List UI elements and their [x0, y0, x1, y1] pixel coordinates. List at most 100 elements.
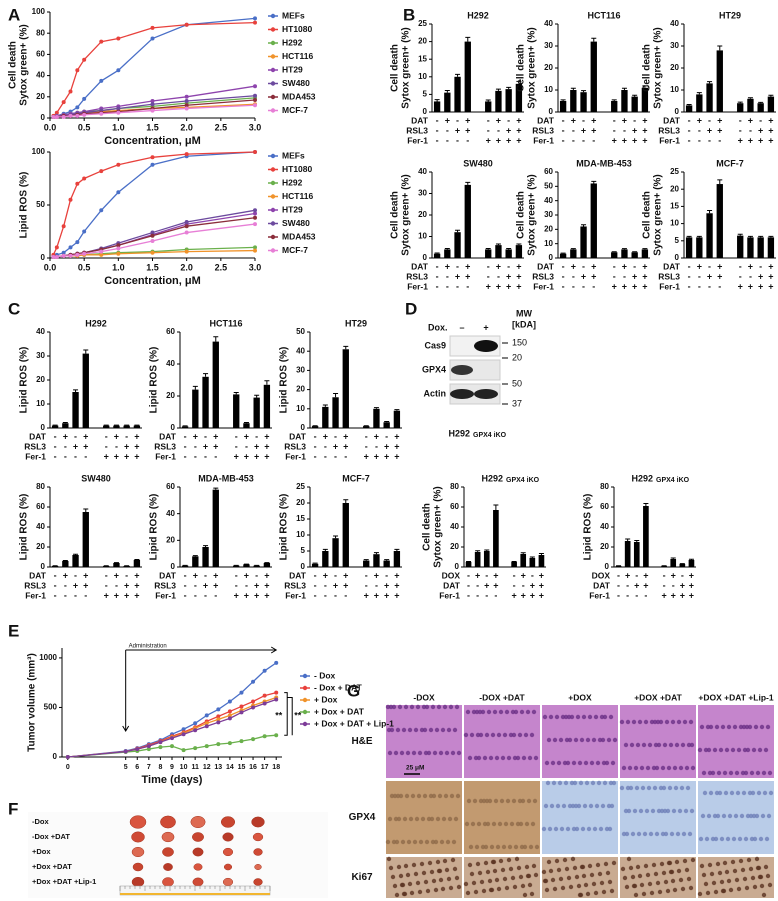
nucleus — [498, 858, 504, 864]
nucleus — [493, 798, 499, 804]
bar — [590, 183, 597, 258]
tumor — [192, 832, 204, 842]
condition-sign: + — [203, 441, 208, 451]
condition-sign: + — [343, 570, 348, 580]
condition-sign: + — [539, 580, 544, 590]
nucleus — [754, 856, 760, 862]
bar — [716, 184, 723, 258]
error-bar — [591, 37, 597, 42]
legend-marker — [270, 40, 276, 46]
bar — [192, 389, 199, 428]
error-bar — [484, 549, 490, 551]
nucleus — [577, 760, 583, 766]
nucleus — [513, 844, 519, 850]
condition-sign: - — [314, 590, 317, 600]
nucleus — [651, 862, 657, 868]
nucleus — [687, 831, 693, 837]
condition-sign: - — [623, 271, 626, 281]
condition-label: Fer-1 — [533, 281, 554, 291]
condition-sign: - — [562, 125, 565, 135]
row-label: Ki67 — [351, 872, 373, 883]
nucleus — [473, 755, 479, 761]
nucleus — [608, 714, 614, 720]
y-axis-label: Sytox green+ (%) — [653, 174, 664, 255]
legend-marker — [270, 167, 276, 172]
y-tick-label: 0 — [171, 423, 176, 432]
error-bar — [134, 559, 140, 560]
nucleus — [751, 747, 757, 753]
condition-sign: + — [134, 580, 139, 590]
error-bar — [717, 179, 723, 185]
bar — [631, 252, 638, 258]
nucleus — [699, 863, 705, 869]
condition-sign: - — [54, 570, 57, 580]
y-tick-label: 10 — [544, 239, 553, 248]
condition-sign: + — [591, 261, 596, 271]
legend-marker — [270, 194, 276, 199]
nucleus — [569, 780, 575, 786]
y-axis-label: Sytox green+ (%) — [527, 27, 538, 108]
nucleus — [387, 750, 393, 756]
nucleus — [712, 813, 718, 819]
error-bar — [642, 85, 648, 88]
blot-band — [474, 340, 498, 352]
nucleus — [465, 890, 471, 896]
error-bar — [434, 99, 440, 102]
error-bar — [758, 235, 764, 238]
error-bar — [485, 99, 491, 102]
condition-sign: + — [612, 135, 617, 145]
condition-sign: - — [245, 580, 248, 590]
nucleus — [733, 813, 739, 819]
nucleus — [736, 886, 742, 892]
condition-sign: + — [394, 570, 399, 580]
nucleus — [641, 742, 647, 748]
nucleus — [580, 826, 586, 832]
data-point — [116, 106, 121, 111]
condition-sign: + — [394, 441, 399, 451]
significance: ** — [275, 711, 283, 721]
y-tick-label: 0 — [549, 107, 554, 116]
nucleus — [638, 808, 644, 814]
nucleus — [686, 742, 692, 748]
bar — [679, 564, 686, 567]
condition-sign: + — [254, 590, 259, 600]
bar — [641, 87, 649, 112]
condition-sign: + — [748, 115, 753, 125]
condition-sign: + — [475, 570, 480, 580]
condition-sign: - — [255, 431, 258, 441]
tumor — [193, 863, 203, 871]
data-point — [150, 155, 155, 160]
data-point — [99, 78, 104, 83]
nucleus — [740, 770, 746, 776]
condition-sign: + — [516, 115, 521, 125]
data-point — [99, 169, 104, 174]
condition-sign: - — [635, 590, 638, 600]
data-point — [146, 747, 151, 752]
data-point — [253, 222, 257, 227]
y-tick-label: 50 — [544, 181, 553, 190]
error-bar — [434, 252, 440, 254]
nucleus — [675, 831, 681, 837]
nucleus — [421, 704, 427, 710]
panel-label: B — [403, 5, 415, 24]
nucleus — [405, 872, 411, 878]
condition-sign: - — [214, 451, 217, 461]
data-point — [184, 249, 189, 254]
condition-sign: + — [343, 441, 348, 451]
x-axis-label: Time (days) — [142, 774, 203, 786]
nucleus — [565, 826, 571, 832]
nucleus — [731, 836, 737, 842]
condition-sign: + — [768, 281, 773, 291]
data-point — [253, 150, 257, 154]
error-bar — [475, 550, 481, 552]
legend-marker — [270, 234, 276, 240]
condition-sign: - — [582, 261, 585, 271]
chart-title: HCT116 — [587, 10, 620, 20]
nucleus — [563, 780, 569, 786]
nucleus — [411, 862, 417, 868]
nucleus — [467, 862, 473, 868]
data-point — [135, 747, 140, 752]
y-tick-label: 20 — [418, 37, 427, 46]
nucleus — [492, 709, 498, 715]
